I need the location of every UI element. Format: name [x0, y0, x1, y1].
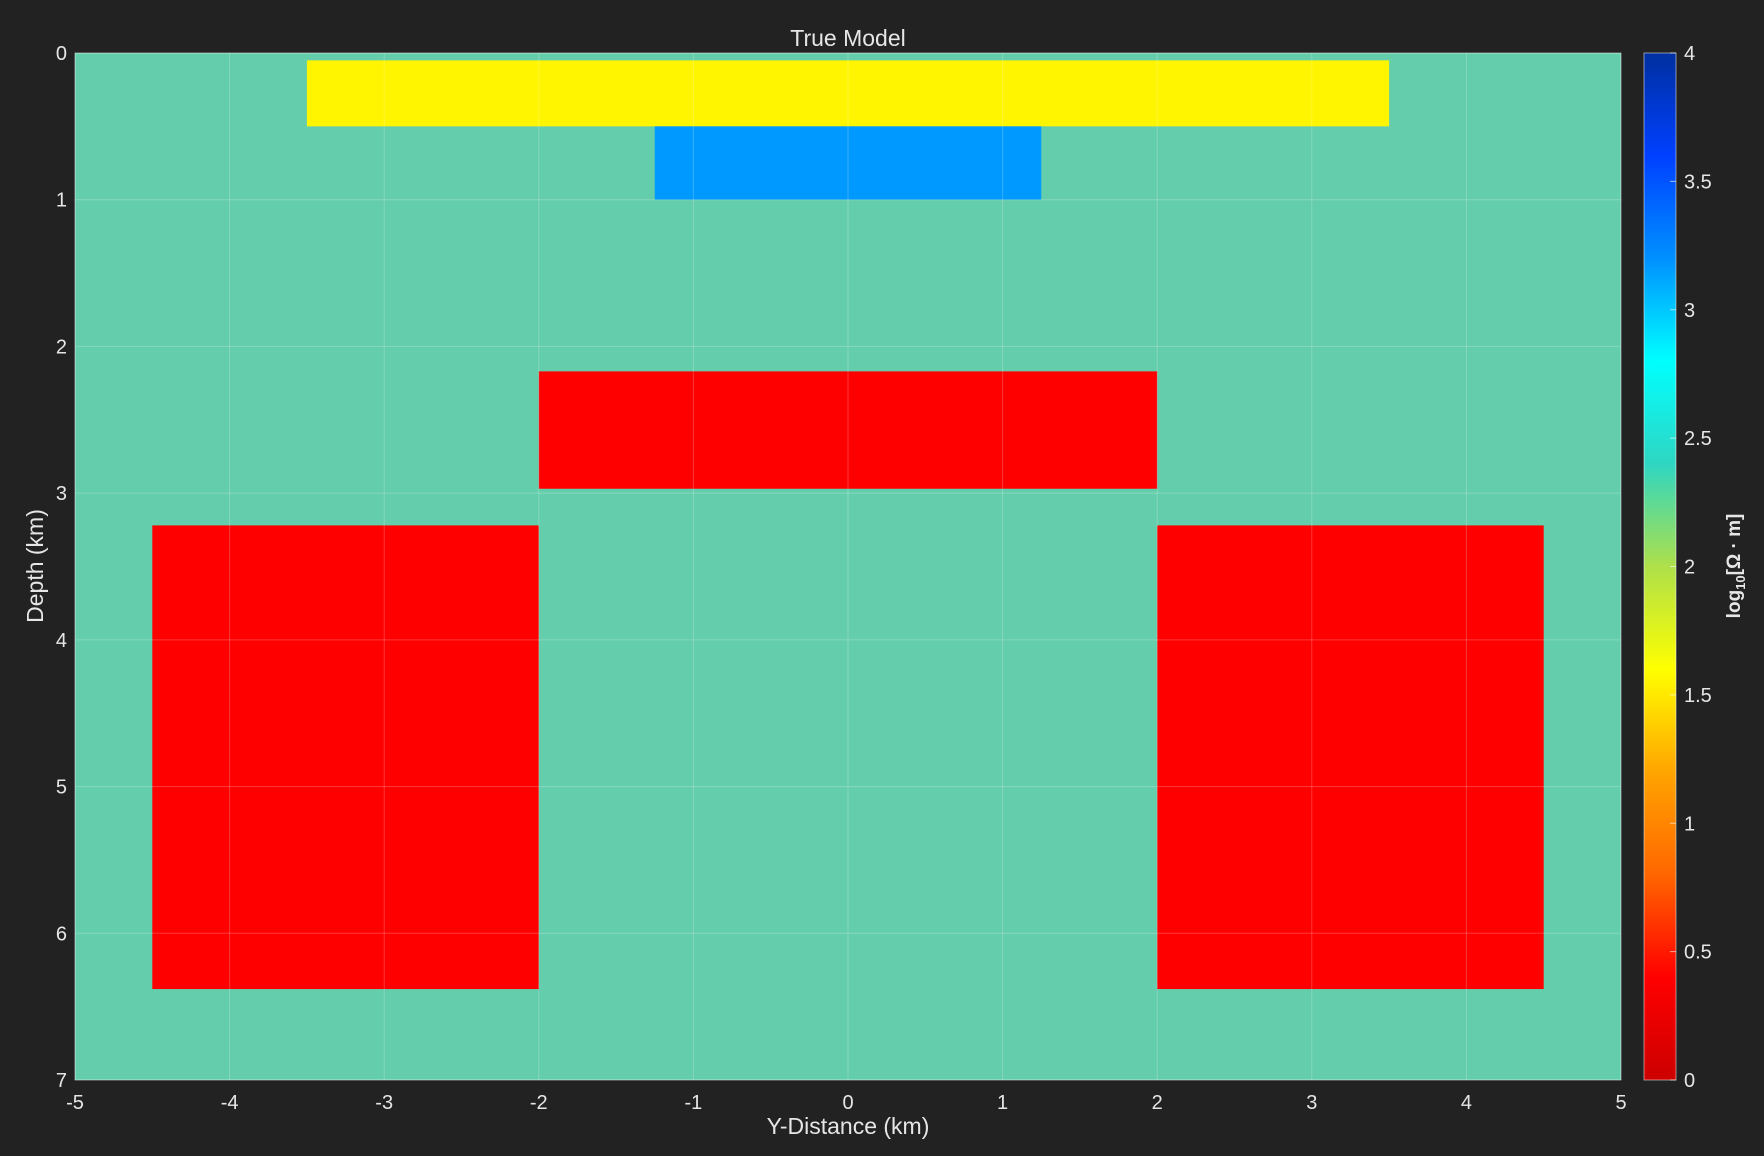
x-tick-label: -5	[66, 1092, 84, 1114]
x-tick-label: -2	[530, 1092, 548, 1114]
colorbar: 0 0.5 1 1.5 2 2.5 3 3.5 4 log10[Ω · m]	[1643, 43, 1748, 1092]
colorbar-ticks: 0 0.5 1 1.5 2 2.5 3 3.5 4	[1670, 43, 1712, 1092]
block-shallow-layer	[306, 60, 1390, 127]
y-tick-label: 7	[56, 1070, 67, 1092]
colorbar-tick-label: 4	[1684, 43, 1695, 65]
y-axis-ticks: 0 1 2 3 4 5 6 7	[56, 43, 67, 1092]
x-tick-label: -3	[375, 1092, 393, 1114]
y-tick-label: 5	[56, 777, 67, 799]
colorbar-label-main: log	[1724, 590, 1745, 619]
colorbar-tick-label: 1.5	[1684, 685, 1712, 707]
x-tick-label: -1	[685, 1092, 703, 1114]
plot-frame	[74, 52, 1622, 1081]
chart-title: True Model	[790, 25, 905, 51]
plot-area	[74, 52, 1622, 1081]
block-middle-conductor	[538, 371, 1158, 489]
colorbar-label-rest: [Ω · m]	[1724, 514, 1745, 576]
colorbar-tick-label: 1	[1684, 813, 1695, 835]
x-tick-label: -4	[221, 1092, 239, 1114]
x-tick-label: 0	[842, 1092, 853, 1114]
y-tick-label: 2	[56, 336, 67, 358]
colorbar-tick-label: 2.5	[1684, 428, 1712, 450]
y-tick-label: 6	[56, 923, 67, 945]
y-tick-label: 0	[56, 43, 67, 65]
y-tick-label: 3	[56, 483, 67, 505]
colorbar-tick-label: 2	[1684, 557, 1695, 579]
colorbar-tick-label: 3	[1684, 300, 1695, 322]
x-axis-label: Y-Distance (km)	[767, 1113, 930, 1139]
colorbar-label-sub: 10	[1733, 575, 1748, 589]
block-shallow-resistor	[654, 126, 1042, 200]
y-tick-label: 1	[56, 190, 67, 212]
grid-lines	[74, 52, 1622, 1081]
x-tick-label: 4	[1461, 1092, 1472, 1114]
colorbar-tick-label: 0	[1684, 1070, 1695, 1092]
x-tick-label: 3	[1306, 1092, 1317, 1114]
y-axis-label: Depth (km)	[22, 509, 48, 623]
model-blocks	[152, 60, 1544, 990]
colorbar-label: log10[Ω · m]	[1724, 514, 1748, 619]
x-tick-label: 1	[997, 1092, 1008, 1114]
x-tick-label: 5	[1615, 1092, 1626, 1114]
x-axis-ticks: -5 -4 -3 -2 -1 0 1 2 3 4 5	[66, 1092, 1626, 1114]
colorbar-tick-label: 3.5	[1684, 171, 1712, 193]
block-left-conductor	[152, 525, 539, 990]
block-right-conductor	[1157, 525, 1544, 990]
y-tick-label: 4	[56, 630, 67, 652]
colorbar-tick-label: 0.5	[1684, 942, 1712, 964]
x-tick-label: 2	[1152, 1092, 1163, 1114]
